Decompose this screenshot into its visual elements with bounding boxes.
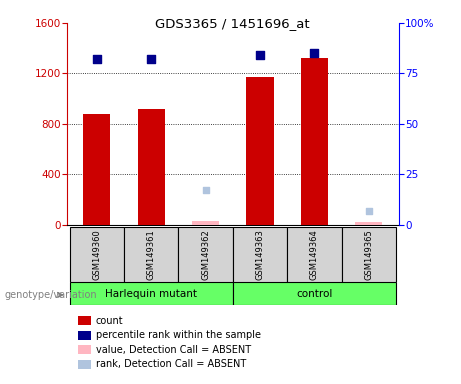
Text: GSM149362: GSM149362	[201, 229, 210, 280]
Text: GSM149360: GSM149360	[92, 229, 101, 280]
Bar	[287, 227, 342, 282]
Bar	[233, 227, 287, 282]
Text: Harlequin mutant: Harlequin mutant	[105, 289, 197, 299]
Text: control: control	[296, 289, 333, 299]
Bar	[83, 114, 110, 225]
Point	[311, 50, 318, 56]
Bar	[124, 227, 178, 282]
Text: count: count	[96, 316, 124, 326]
Text: GSM149363: GSM149363	[255, 229, 265, 280]
Point	[202, 187, 209, 194]
Text: genotype/variation: genotype/variation	[5, 290, 97, 300]
Bar	[247, 77, 274, 225]
Point	[148, 56, 155, 63]
Point	[256, 52, 264, 58]
Point	[365, 207, 372, 214]
Bar	[137, 109, 165, 225]
Bar	[178, 227, 233, 282]
Bar	[301, 58, 328, 225]
Text: GSM149361: GSM149361	[147, 229, 156, 280]
Text: GDS3365 / 1451696_at: GDS3365 / 1451696_at	[155, 17, 310, 30]
Bar	[192, 221, 219, 225]
Bar	[342, 227, 396, 282]
Bar	[355, 222, 383, 225]
Bar	[70, 227, 124, 282]
Text: value, Detection Call = ABSENT: value, Detection Call = ABSENT	[96, 345, 251, 355]
Text: GSM149365: GSM149365	[364, 229, 373, 280]
Bar	[233, 282, 396, 305]
Bar	[70, 282, 233, 305]
Text: GSM149364: GSM149364	[310, 229, 319, 280]
Text: percentile rank within the sample: percentile rank within the sample	[96, 330, 261, 340]
Point	[93, 56, 100, 63]
Text: rank, Detection Call = ABSENT: rank, Detection Call = ABSENT	[96, 359, 246, 369]
